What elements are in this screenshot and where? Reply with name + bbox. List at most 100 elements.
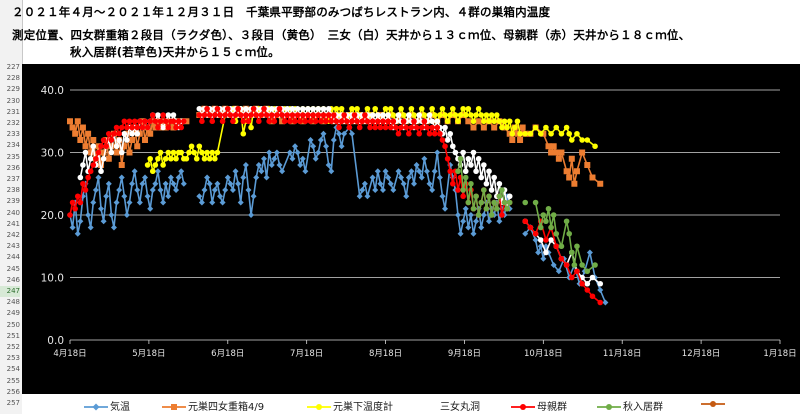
row-number[interactable]: 232: [6, 119, 20, 127]
data-point: [400, 112, 407, 118]
row-number[interactable]: 249: [6, 309, 20, 318]
data-point: [442, 143, 448, 150]
row-number[interactable]: 250: [6, 320, 20, 329]
row-number[interactable]: 240: [6, 208, 20, 217]
data-point: [465, 224, 472, 231]
data-point: [450, 105, 456, 112]
row-number[interactable]: 233: [6, 130, 20, 139]
row-number[interactable]: 242: [6, 231, 20, 239]
row-number[interactable]: 254: [6, 365, 20, 374]
data-point: [276, 162, 283, 168]
data-point: [82, 187, 89, 193]
data-point: [93, 155, 99, 162]
row-number[interactable]: 245: [6, 264, 20, 273]
row-number[interactable]: 252: [6, 343, 20, 351]
data-point: [98, 168, 104, 175]
row-number[interactable]: 238: [6, 186, 20, 195]
row-number[interactable]: 230: [6, 96, 20, 105]
row-number[interactable]: 236: [6, 163, 20, 172]
data-point: [527, 224, 534, 231]
data-point: [390, 118, 397, 125]
data-point: [333, 105, 340, 112]
row-number[interactable]: 251: [6, 331, 20, 340]
data-point: [460, 218, 467, 225]
data-point: [548, 149, 555, 156]
data-point: [393, 124, 399, 131]
data-point: [79, 193, 86, 200]
data-point: [602, 299, 609, 306]
data-point: [473, 193, 479, 200]
data-point: [475, 105, 482, 112]
data-point: [139, 180, 146, 187]
data-point: [514, 118, 521, 125]
data-point: [330, 137, 337, 143]
row-number[interactable]: 235: [6, 152, 20, 161]
data-point: [155, 124, 161, 131]
data-point: [356, 193, 363, 200]
data-point: [121, 118, 128, 125]
row-number[interactable]: 229: [6, 85, 20, 94]
row-number[interactable]: 248: [6, 298, 20, 307]
data-point: [563, 124, 570, 131]
legend-marker-icon: [414, 404, 438, 410]
row-number[interactable]: 257: [6, 399, 20, 407]
data-point: [263, 174, 270, 181]
data-point: [310, 105, 316, 112]
row-number[interactable]: 231: [6, 107, 20, 116]
data-point: [372, 124, 379, 131]
data-point: [74, 230, 81, 237]
row-number[interactable]: 241: [6, 219, 20, 228]
data-point: [139, 124, 146, 131]
data-point: [481, 162, 487, 168]
data-point: [245, 187, 252, 193]
data-point: [271, 155, 278, 162]
row-number[interactable]: 247: [0, 286, 20, 298]
data-point: [493, 112, 500, 118]
data-point: [470, 118, 477, 125]
data-point: [403, 124, 410, 131]
data-point: [134, 187, 141, 193]
data-point: [219, 199, 226, 206]
data-point: [522, 199, 529, 206]
data-point: [509, 130, 516, 137]
x-tick-label: 8月18日: [369, 349, 402, 359]
data-point: [325, 105, 332, 112]
row-number[interactable]: 227: [6, 63, 20, 71]
row-number[interactable]: 253: [6, 354, 20, 363]
data-point: [416, 112, 422, 118]
row-number[interactable]: 244: [6, 253, 20, 262]
data-point: [297, 162, 304, 168]
data-point: [142, 137, 149, 143]
data-point: [222, 187, 229, 193]
data-point: [183, 155, 190, 162]
data-point: [113, 143, 120, 150]
data-point: [362, 112, 368, 118]
data-point: [165, 124, 172, 131]
row-number[interactable]: 239: [6, 197, 20, 206]
data-point: [323, 143, 330, 150]
data-point: [289, 105, 296, 112]
data-point: [165, 193, 172, 200]
row-number[interactable]: 228: [6, 74, 20, 83]
row-number[interactable]: 243: [6, 242, 20, 251]
data-point: [470, 124, 477, 131]
row-number[interactable]: 256: [6, 387, 20, 396]
data-point: [74, 193, 81, 200]
data-point: [341, 130, 348, 137]
data-point: [457, 230, 464, 237]
row-number[interactable]: 237: [6, 175, 20, 183]
data-point: [105, 180, 112, 187]
row-number[interactable]: 246: [6, 275, 20, 284]
series-line: [198, 124, 511, 234]
data-point: [116, 187, 123, 193]
data-point: [589, 174, 596, 181]
data-point: [258, 112, 265, 118]
row-number[interactable]: 234: [6, 141, 20, 150]
x-tick-label: 12月18日: [682, 349, 721, 359]
data-point: [255, 162, 262, 168]
data-point: [413, 162, 420, 168]
data-point: [579, 149, 586, 156]
data-point: [142, 118, 148, 125]
data-point: [315, 105, 322, 112]
row-number[interactable]: 255: [6, 376, 20, 385]
